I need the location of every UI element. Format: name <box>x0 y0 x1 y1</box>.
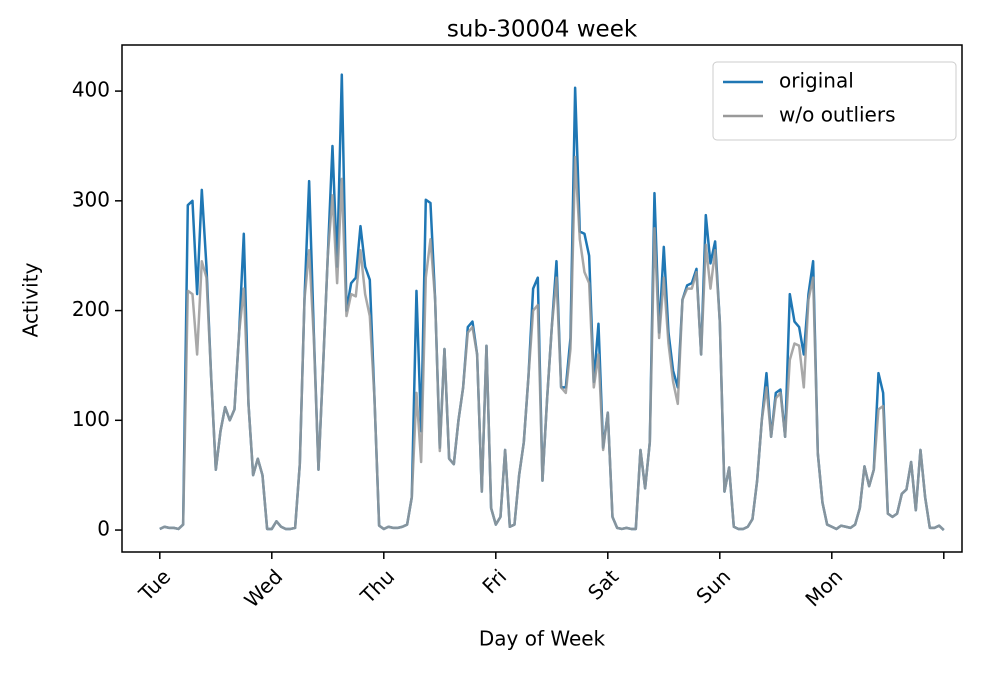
x-axis-label: Day of Week <box>479 627 606 651</box>
x-tick-label: Sun <box>691 564 735 608</box>
plot-frame <box>121 44 963 553</box>
series-line <box>159 155 945 531</box>
x-tick-label: Mon <box>800 564 847 611</box>
x-tick-label: Sat <box>583 564 623 604</box>
legend-box <box>712 61 957 141</box>
y-tick-label: 400 <box>72 78 110 102</box>
x-tick-label: Thu <box>355 564 399 608</box>
x-tick-label: Tue <box>133 564 175 606</box>
y-tick-label: 100 <box>72 407 110 431</box>
x-tick-label: Wed <box>239 564 287 612</box>
chart-title: sub-30004 week <box>447 17 638 43</box>
y-tick-label: 200 <box>72 297 110 321</box>
legend-label: w/o outliers <box>779 103 896 127</box>
legend-label: original <box>779 69 854 93</box>
x-tick-label: Fri <box>477 564 511 598</box>
y-axis-label: Activity <box>19 262 43 337</box>
series-line <box>159 73 945 531</box>
y-tick-label: 0 <box>97 517 110 541</box>
y-tick-label: 300 <box>72 187 110 211</box>
